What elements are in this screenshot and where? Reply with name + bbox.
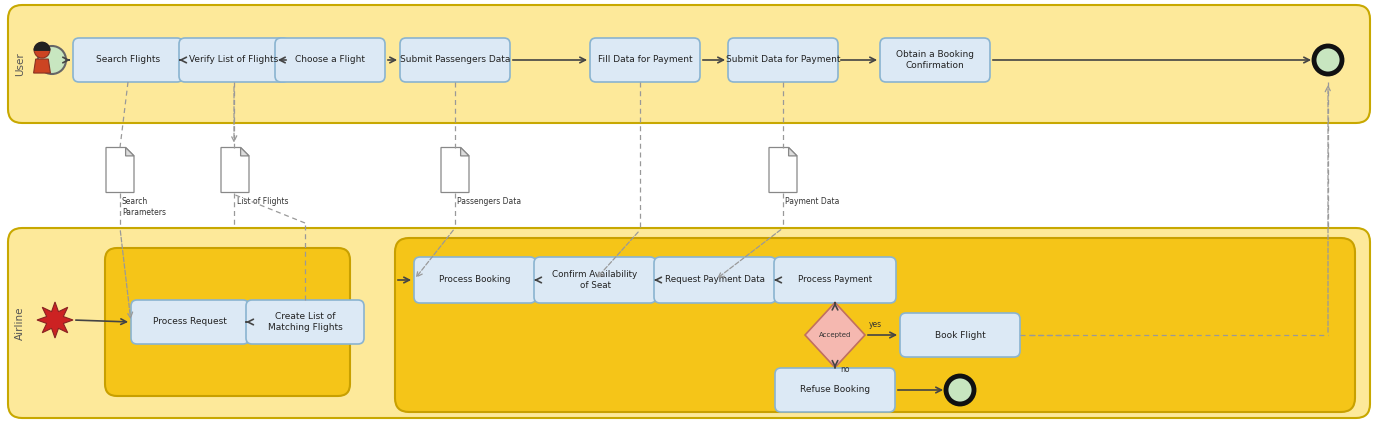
Polygon shape — [788, 147, 798, 156]
Text: Obtain a Booking
Confirmation: Obtain a Booking Confirmation — [896, 50, 974, 70]
Polygon shape — [33, 59, 51, 73]
Circle shape — [34, 42, 50, 58]
Polygon shape — [37, 302, 73, 338]
Text: Book Flight: Book Flight — [934, 331, 985, 340]
FancyBboxPatch shape — [8, 228, 1370, 418]
FancyBboxPatch shape — [776, 368, 896, 412]
Text: Payment Data: Payment Data — [785, 198, 839, 207]
Text: Airline: Airline — [15, 306, 25, 340]
Text: Confirm Availability
of Seat: Confirm Availability of Seat — [552, 270, 638, 290]
Text: Process Booking: Process Booking — [439, 276, 511, 285]
Circle shape — [1314, 46, 1341, 74]
Text: Process Request: Process Request — [153, 317, 226, 326]
Polygon shape — [442, 147, 469, 193]
FancyBboxPatch shape — [654, 257, 776, 303]
Polygon shape — [461, 147, 469, 156]
FancyBboxPatch shape — [729, 38, 838, 82]
Text: Verify List of Flights: Verify List of Flights — [189, 55, 279, 64]
FancyBboxPatch shape — [900, 313, 1020, 357]
Circle shape — [39, 46, 66, 74]
FancyBboxPatch shape — [105, 248, 351, 396]
FancyBboxPatch shape — [591, 38, 700, 82]
FancyBboxPatch shape — [73, 38, 184, 82]
Polygon shape — [106, 147, 134, 193]
FancyBboxPatch shape — [131, 300, 248, 344]
FancyBboxPatch shape — [880, 38, 989, 82]
FancyBboxPatch shape — [534, 257, 656, 303]
FancyBboxPatch shape — [774, 257, 896, 303]
Circle shape — [947, 376, 974, 404]
FancyBboxPatch shape — [395, 238, 1355, 412]
Text: Process Payment: Process Payment — [798, 276, 872, 285]
Text: Accepted: Accepted — [818, 332, 851, 338]
Text: Fill Data for Payment: Fill Data for Payment — [598, 55, 693, 64]
Polygon shape — [34, 42, 50, 50]
FancyBboxPatch shape — [179, 38, 288, 82]
Text: yes: yes — [869, 320, 882, 329]
FancyBboxPatch shape — [275, 38, 385, 82]
Text: Refuse Booking: Refuse Booking — [800, 386, 869, 394]
Text: Search Flights: Search Flights — [97, 55, 160, 64]
Text: List of Flights: List of Flights — [237, 198, 288, 207]
Polygon shape — [126, 147, 134, 156]
Text: Passengers Data: Passengers Data — [457, 198, 522, 207]
Text: Submit Passengers Data: Submit Passengers Data — [400, 55, 511, 64]
Text: Create List of
Matching Flights: Create List of Matching Flights — [268, 312, 342, 332]
Text: User: User — [15, 52, 25, 76]
Text: Submit Data for Payment: Submit Data for Payment — [726, 55, 840, 64]
FancyBboxPatch shape — [414, 257, 535, 303]
Text: Choose a Flight: Choose a Flight — [295, 55, 364, 64]
Polygon shape — [769, 147, 798, 193]
Text: Search
Parameters: Search Parameters — [121, 198, 166, 217]
Polygon shape — [240, 147, 248, 156]
Text: no: no — [840, 366, 850, 374]
FancyBboxPatch shape — [246, 300, 364, 344]
Text: Request Payment Data: Request Payment Data — [665, 276, 765, 285]
FancyBboxPatch shape — [8, 5, 1370, 123]
FancyBboxPatch shape — [400, 38, 511, 82]
Polygon shape — [221, 147, 248, 193]
Polygon shape — [805, 302, 865, 368]
